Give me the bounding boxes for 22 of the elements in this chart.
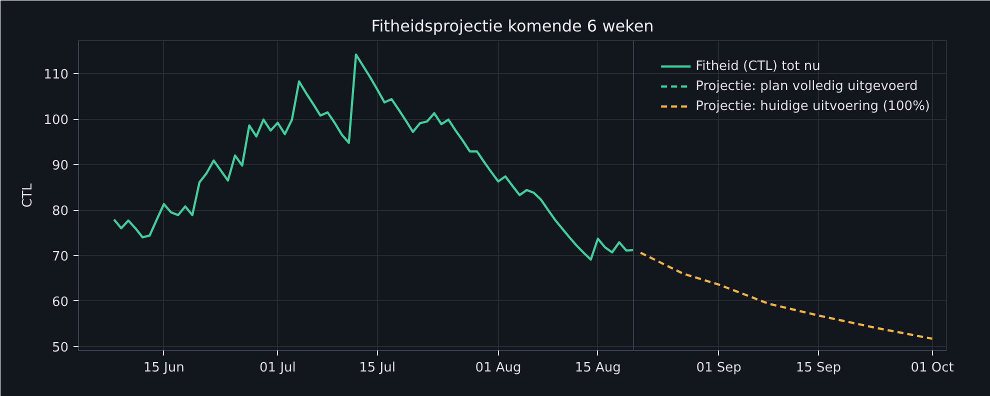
y-tick-label: 90: [52, 158, 69, 174]
y-tick-label: 110: [44, 68, 69, 83]
y-tick-label: 80: [52, 204, 69, 220]
line-series: [112, 53, 635, 261]
x-tick-label: 15 Jul: [359, 360, 396, 376]
x-tick-label: 01 Jul: [260, 360, 296, 376]
x-tick-label: 15 Sep: [796, 360, 842, 376]
x-tick-label: 15 Jun: [143, 360, 184, 376]
y-tick-label: 100: [44, 113, 69, 128]
x-tick-label: 01 Oct: [910, 360, 954, 376]
chart-title: Fitheidsprojectie komende 6 weken: [371, 16, 654, 36]
legend-label: Projectie: huidige uitvoering (100%): [696, 98, 930, 114]
x-tick-label: 01 Aug: [475, 360, 522, 376]
y-axis-title: CTL: [20, 182, 36, 208]
legend-label: Fitheid (CTL) tot nu: [696, 58, 820, 74]
y-tick-label: 70: [52, 250, 69, 264]
x-tick-label: 01 Sep: [696, 360, 742, 376]
y-tick-label: 60: [52, 294, 69, 310]
legend-label: Projectie: plan volledig uitgevoerd: [696, 78, 918, 94]
x-tick-label: 15 Aug: [574, 360, 621, 376]
line-series: [639, 252, 934, 340]
y-tick-label: 50: [52, 340, 69, 356]
